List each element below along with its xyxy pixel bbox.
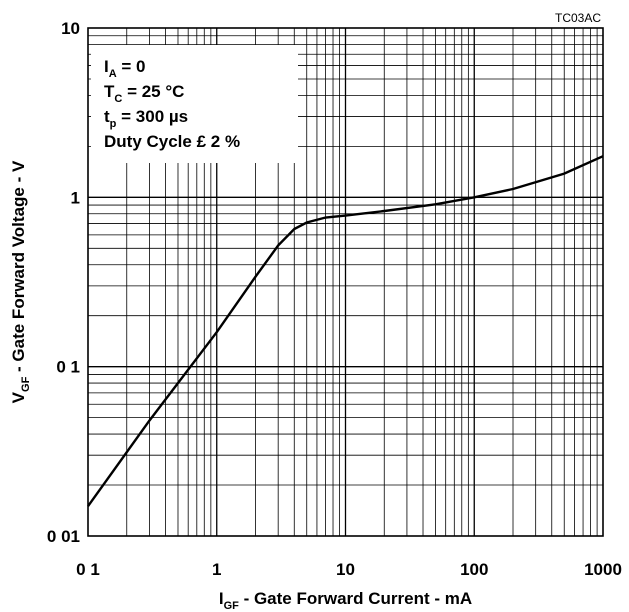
annotation-line-main: I [104,57,109,76]
y-axis-title: VGF - Gate Forward Voltage - V [9,160,32,403]
annotation-line-sub: C [114,93,122,105]
x-tick-label: 1 [212,560,221,579]
y-tick-label: 1 [71,188,80,207]
y-tick-label: 10 [61,19,80,38]
x-tick-labels: 0 1 1 10 100 1000 [76,560,622,579]
figure-code: TC03AC [555,11,601,25]
y-tick-label: 0 01 [47,527,80,546]
x-tick-label: 1000 [584,560,622,579]
y-tick-labels: 0 01 0 1 1 10 [47,19,80,546]
annotation-line: TC = 25 °C [104,82,184,105]
x-tick-label: 100 [460,560,488,579]
y-tick-label: 0 1 [56,358,80,377]
annotation-line-rest: = 300 µs [116,107,188,126]
axis-title-main: V [9,391,28,403]
annotation-line: IA = 0 [104,57,146,80]
plot-frame [87,27,604,537]
annotation-line-rest: = 25 °C [122,82,184,101]
annotation-line-sub: p [110,118,117,130]
axis-title-sub: GF [20,376,32,392]
annotation-line: tp = 300 µs [104,107,188,130]
annotation-line-rest: £ 2 % [197,132,240,151]
annotation-line-main: T [104,82,115,101]
series-line [87,155,604,507]
axis-title-main: I [219,589,224,608]
annotation-line: Duty Cycle £ 2 % [104,132,240,151]
annotation-line-rest: = 0 [117,57,146,76]
axis-title-rest: - Gate Forward Voltage - V [9,160,28,377]
annotation-line-main: Duty Cycle [104,132,197,151]
annotation-box [91,45,298,163]
x-tick-label: 10 [336,560,355,579]
x-axis-title: IGF - Gate Forward Current - mA [219,589,472,612]
axis-title-rest: - Gate Forward Current - mA [239,589,472,608]
annotation-line-sub: A [109,68,117,80]
x-tick-label: 0 1 [76,560,100,579]
axis-title-sub: GF [224,600,240,612]
annotation-line-main: t [104,107,110,126]
